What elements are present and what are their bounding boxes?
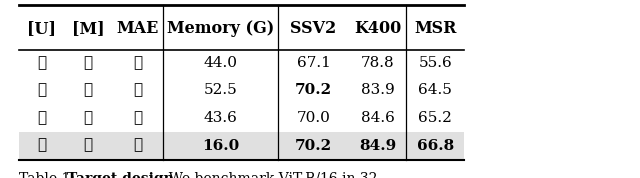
- Text: Table 1:: Table 1:: [19, 172, 84, 178]
- Text: ✓: ✓: [133, 56, 142, 70]
- Text: 43.6: 43.6: [204, 111, 237, 125]
- Text: [M]: [M]: [72, 20, 104, 36]
- Text: ✗: ✗: [83, 83, 93, 97]
- Text: ✓: ✓: [37, 111, 46, 125]
- Text: 55.6: 55.6: [419, 56, 452, 70]
- Text: 70.2: 70.2: [295, 83, 332, 97]
- Text: K400: K400: [354, 20, 401, 36]
- Text: [U]: [U]: [27, 20, 56, 36]
- Text: ✗: ✗: [83, 56, 93, 70]
- Text: Memory (G): Memory (G): [167, 20, 275, 36]
- Text: 65.2: 65.2: [419, 111, 452, 125]
- Text: 70.2: 70.2: [295, 138, 332, 153]
- Text: We benchmark ViT-B/16 in 32: We benchmark ViT-B/16 in 32: [160, 172, 378, 178]
- Text: MAE: MAE: [116, 20, 159, 36]
- Text: 66.8: 66.8: [417, 138, 454, 153]
- Text: Target design.: Target design.: [67, 172, 179, 178]
- Text: SSV2: SSV2: [291, 20, 337, 36]
- Text: 78.8: 78.8: [361, 56, 394, 70]
- Text: 67.1: 67.1: [297, 56, 330, 70]
- Text: 44.0: 44.0: [204, 56, 238, 70]
- Text: ✗: ✗: [133, 111, 142, 125]
- Text: 52.5: 52.5: [204, 83, 237, 97]
- Text: 70.0: 70.0: [297, 111, 330, 125]
- Text: 84.6: 84.6: [361, 111, 394, 125]
- Text: 83.9: 83.9: [361, 83, 394, 97]
- Text: ✗: ✗: [133, 138, 142, 153]
- Text: ✓: ✓: [133, 83, 142, 97]
- Text: 84.9: 84.9: [359, 138, 396, 153]
- Text: MSR: MSR: [414, 20, 456, 36]
- Text: ✓: ✓: [37, 83, 46, 97]
- Text: ✗: ✗: [37, 56, 46, 70]
- Text: ✓: ✓: [83, 111, 93, 125]
- Text: ✓: ✓: [37, 138, 46, 153]
- Text: 64.5: 64.5: [419, 83, 452, 97]
- Text: ✗: ✗: [83, 138, 93, 153]
- Text: 16.0: 16.0: [202, 138, 239, 153]
